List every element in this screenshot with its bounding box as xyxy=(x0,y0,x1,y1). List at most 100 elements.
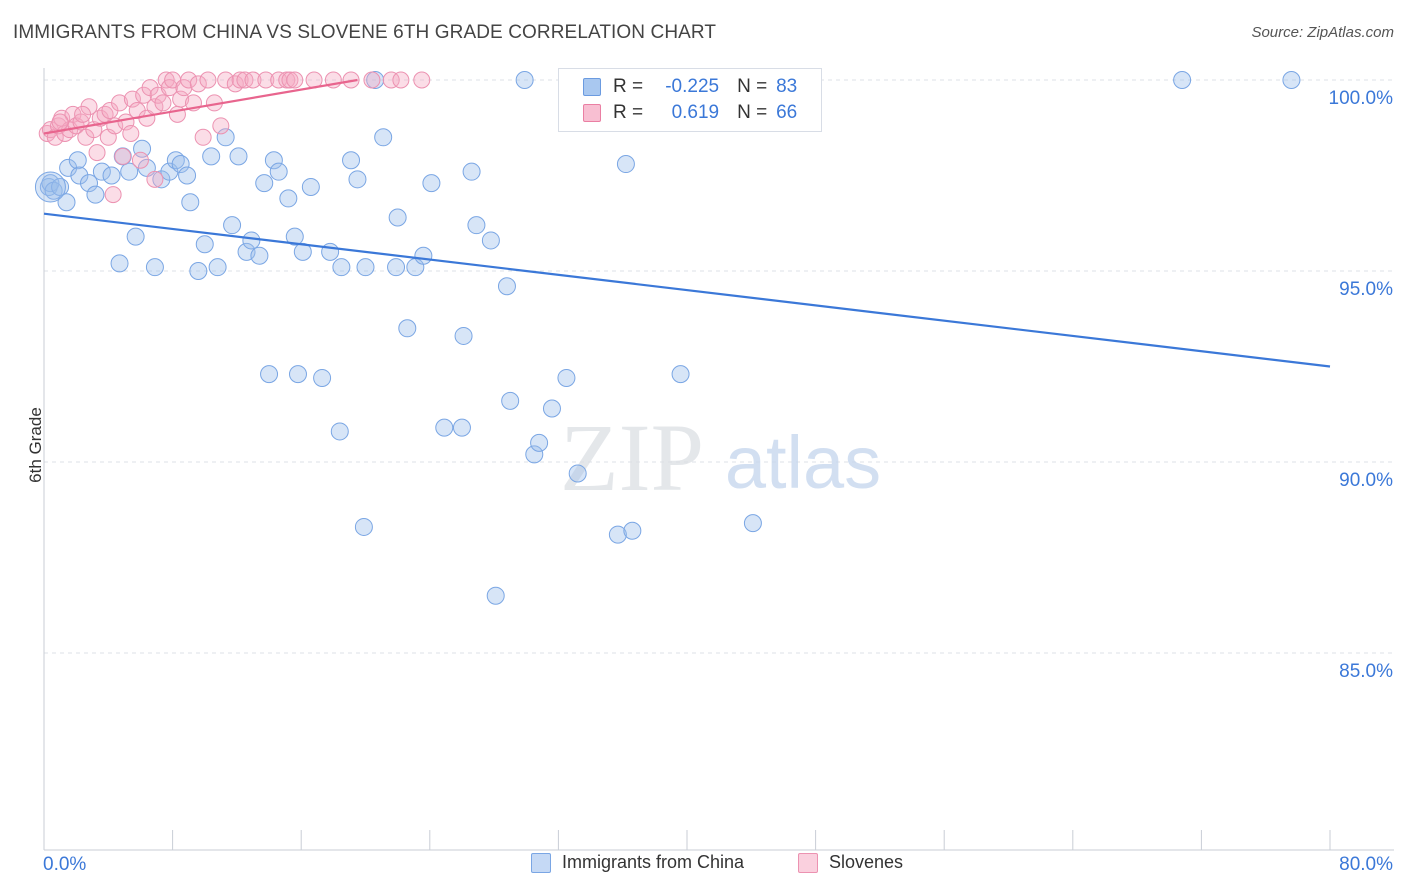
data-point-slovenes xyxy=(212,117,230,135)
watermark-atlas: atlas xyxy=(725,421,881,504)
data-point-slovenes xyxy=(392,71,410,89)
data-point-china xyxy=(1173,71,1192,89)
legend-n-label: N = xyxy=(737,76,768,97)
data-point-slovenes xyxy=(154,94,172,112)
data-point-china xyxy=(557,368,576,387)
legend-swatch-china xyxy=(583,78,601,96)
data-point-china xyxy=(229,147,248,166)
data-point-china xyxy=(279,189,298,208)
data-point-china xyxy=(671,365,690,384)
data-point-china xyxy=(57,193,76,212)
y-tick-labels: 100.0% 95.0% 90.0% 85.0% xyxy=(1329,88,1394,682)
correlation-legend: R = -0.225 N = 83 R = 0.619 N = 66 xyxy=(558,68,822,132)
data-point-china xyxy=(250,246,269,265)
data-point-slovenes xyxy=(244,71,262,89)
data-point-china xyxy=(568,464,587,483)
legend-n-label: N = xyxy=(737,102,768,123)
data-point-slovenes xyxy=(194,128,212,146)
data-point-china xyxy=(34,171,66,203)
data-point-china xyxy=(387,258,406,277)
data-point-slovenes xyxy=(180,71,198,89)
y-tick-label: 95.0% xyxy=(1339,279,1393,300)
chart-title: IMMIGRANTS FROM CHINA VS SLOVENE 6TH GRA… xyxy=(13,22,717,43)
data-point-china xyxy=(223,216,242,235)
data-point-slovenes xyxy=(88,144,106,162)
source-label: Source: ZipAtlas.com xyxy=(1251,24,1394,41)
data-point-china xyxy=(435,418,454,437)
data-point-slovenes xyxy=(104,186,122,204)
data-point-slovenes xyxy=(217,71,235,89)
legend-swatch-slovenes xyxy=(798,852,818,873)
series-immigrants-from-china xyxy=(34,71,1301,605)
data-point-china xyxy=(525,445,544,464)
data-point-china xyxy=(542,399,561,418)
data-point-china xyxy=(68,151,87,170)
data-point-slovenes xyxy=(51,113,69,131)
y-axis-title: 6th Grade xyxy=(26,407,45,483)
data-point-china xyxy=(332,258,351,277)
legend-label-slovenes: Slovenes xyxy=(829,852,904,872)
trend-line-slovenes xyxy=(43,78,358,135)
legend-r-label: R = xyxy=(613,102,644,123)
series-legend: Immigrants from China Slovenes xyxy=(0,852,1406,878)
data-point-china xyxy=(171,155,190,174)
data-point-china xyxy=(145,258,164,277)
data-point-china xyxy=(86,185,105,204)
legend-r-label: R = xyxy=(613,76,644,97)
data-point-china xyxy=(743,514,762,533)
data-point-china xyxy=(285,227,304,246)
data-point-slovenes xyxy=(231,71,249,89)
data-point-china xyxy=(454,326,473,345)
data-point-slovenes xyxy=(257,71,275,89)
data-point-china xyxy=(467,216,486,235)
data-point-china xyxy=(530,433,549,452)
data-point-china xyxy=(497,277,516,296)
data-point-china xyxy=(269,162,288,181)
data-point-slovenes xyxy=(114,147,132,165)
data-point-china xyxy=(342,151,361,170)
legend-item-slovenes: Slovenes xyxy=(798,852,903,873)
data-point-slovenes xyxy=(111,94,129,112)
data-point-slovenes xyxy=(382,71,400,89)
x-tick-labels: 0.0% 80.0% xyxy=(43,854,1393,875)
data-point-china xyxy=(92,162,111,181)
trend-lines xyxy=(43,78,1331,368)
data-point-china xyxy=(616,155,635,174)
data-point-china xyxy=(195,235,214,254)
data-point-china xyxy=(398,319,417,338)
data-point-china xyxy=(301,177,320,196)
legend-item-china: Immigrants from China xyxy=(531,852,744,873)
legend-label-china: Immigrants from China xyxy=(562,852,745,872)
trend-line-china xyxy=(43,212,1331,368)
data-point-china xyxy=(388,208,407,227)
data-point-china xyxy=(608,525,627,544)
gridlines xyxy=(44,79,1394,654)
data-point-china xyxy=(1282,71,1301,89)
axes xyxy=(43,68,1394,851)
legend-n-value-slovenes: 66 xyxy=(776,102,798,123)
data-point-china xyxy=(356,258,375,277)
data-point-china xyxy=(486,586,505,605)
data-point-slovenes xyxy=(122,124,140,142)
data-point-slovenes xyxy=(131,151,149,169)
legend-row-china: R = -0.225 N = 83 xyxy=(583,74,797,100)
data-point-china xyxy=(51,177,70,196)
data-point-slovenes xyxy=(363,71,381,89)
data-point-slovenes xyxy=(146,170,164,188)
data-point-china xyxy=(181,193,200,212)
data-point-china xyxy=(126,227,145,246)
x-tick-label: 0.0% xyxy=(43,854,86,875)
y-tick-label: 85.0% xyxy=(1339,661,1393,682)
data-point-slovenes xyxy=(74,105,92,123)
data-point-china xyxy=(264,151,283,170)
data-point-china xyxy=(242,231,261,250)
y-tick-label: 100.0% xyxy=(1329,88,1394,109)
data-point-china xyxy=(501,391,520,410)
data-point-china xyxy=(189,262,208,280)
data-point-china xyxy=(422,174,441,193)
data-point-china xyxy=(515,71,534,89)
legend-r-value-slovenes: 0.619 xyxy=(671,102,720,123)
data-point-slovenes xyxy=(172,90,190,108)
data-point-china xyxy=(354,517,373,536)
